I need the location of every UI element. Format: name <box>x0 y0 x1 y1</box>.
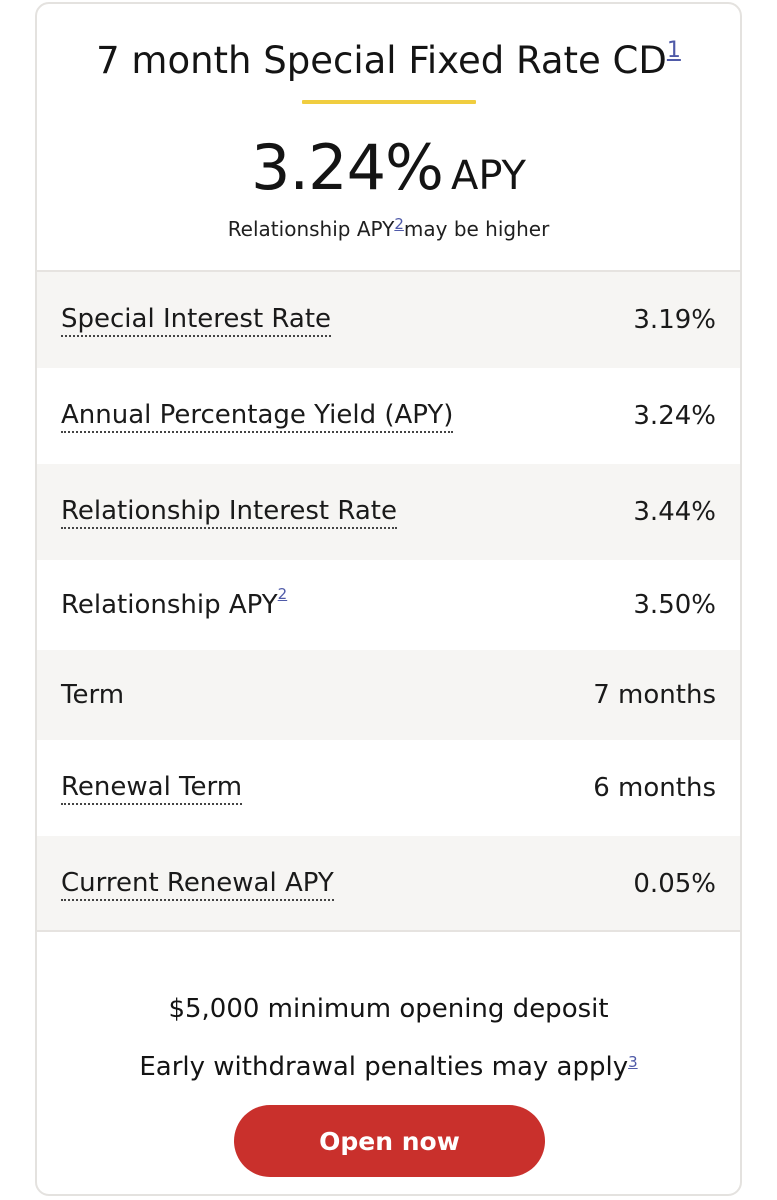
headline-apy: 3.24% APY <box>37 130 740 214</box>
special-interest-rate-value: 3.19% <box>633 305 716 335</box>
table-row: Special Interest Rate 3.19% <box>37 272 740 368</box>
relationship-note-suffix: may be higher <box>403 217 550 241</box>
renewal-term-label[interactable]: Renewal Term <box>61 772 243 805</box>
footnote-3: 3 <box>628 1053 638 1071</box>
relationship-note-prefix: Relationship APY <box>227 217 395 241</box>
term-label: Term <box>61 680 125 710</box>
table-row: Renewal Term 6 months <box>37 740 740 836</box>
apy-value: 3.24% <box>250 131 444 204</box>
term-value: 7 months <box>593 680 716 710</box>
relationship-interest-rate-value: 3.44% <box>633 497 716 527</box>
table-row: Relationship Interest Rate 3.44% <box>37 464 740 560</box>
open-now-button[interactable]: Open now <box>234 1105 545 1177</box>
relationship-note: Relationship APY2may be higher <box>37 215 740 242</box>
offer-title-text: 7 month Special Fixed Rate CD <box>96 39 667 82</box>
apy-row-value: 3.24% <box>633 401 716 431</box>
offer-title: 7 month Special Fixed Rate CD1 <box>37 38 740 84</box>
footnote-3-link[interactable]: 3 <box>628 1053 638 1071</box>
relationship-interest-rate-label[interactable]: Relationship Interest Rate <box>61 496 397 529</box>
accent-divider <box>302 100 476 104</box>
table-row: Term 7 months <box>37 650 740 740</box>
current-renewal-apy-value: 0.05% <box>633 869 716 899</box>
apy-unit: APY <box>450 153 526 199</box>
footnote-2-link[interactable]: 2 <box>277 585 288 603</box>
table-row: Relationship APY2 3.50% <box>37 560 740 650</box>
current-renewal-apy-label[interactable]: Current Renewal APY <box>61 868 334 901</box>
relationship-apy-label-text: Relationship APY <box>61 590 278 620</box>
footnote-2-link[interactable]: 2 <box>394 215 404 233</box>
table-row: Current Renewal APY 0.05% <box>37 836 740 932</box>
footnote-2: 2 <box>278 585 288 603</box>
minimum-deposit-text: $5,000 minimum opening deposit <box>168 994 609 1024</box>
renewal-term-value: 6 months <box>593 773 716 803</box>
footnote-1-link[interactable]: 1 <box>666 38 681 63</box>
withdrawal-penalty-text: Early withdrawal penalties may apply3 <box>37 1050 740 1084</box>
special-interest-rate-label[interactable]: Special Interest Rate <box>61 304 332 337</box>
apy-label[interactable]: Annual Percentage Yield (APY) <box>61 400 454 433</box>
cd-offer-card: 7 month Special Fixed Rate CD1 3.24% APY … <box>35 2 742 1196</box>
withdrawal-penalty-label: Early withdrawal penalties may apply <box>139 1052 629 1082</box>
offer-header: 7 month Special Fixed Rate CD1 3.24% APY … <box>37 4 740 270</box>
relationship-apy-label: Relationship APY2 <box>61 585 287 620</box>
footnote-1: 1 <box>667 38 681 63</box>
relationship-apy-value: 3.50% <box>633 590 716 620</box>
offer-footer: $5,000 minimum opening deposit Early wit… <box>37 930 740 1194</box>
table-row: Annual Percentage Yield (APY) 3.24% <box>37 368 740 464</box>
footnote-2: 2 <box>394 215 404 233</box>
rate-details-table: Special Interest Rate 3.19% Annual Perce… <box>37 270 740 932</box>
